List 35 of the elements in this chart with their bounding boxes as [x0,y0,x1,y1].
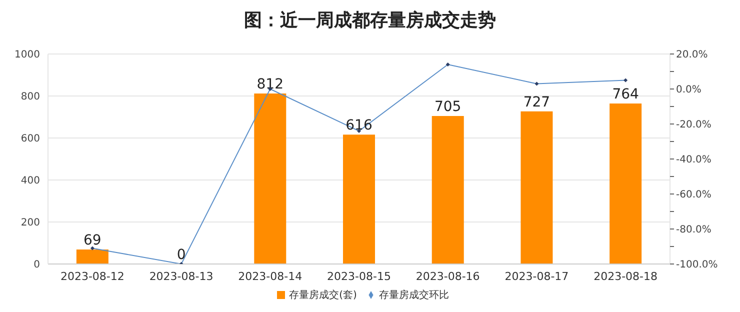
y-tick-label: 600 [20,134,40,145]
y-tick-label: 0 [34,260,40,271]
y-tick-label: 200 [20,218,40,229]
y-tick-label: 1000 [14,50,40,61]
data-label: 812 [256,76,284,92]
y-tick-label: 400 [20,176,40,187]
y-tick-label: 800 [20,92,40,103]
bar [610,104,642,264]
bar [520,111,553,264]
y2-tick-label: -100.0% [676,260,718,271]
x-tick-label: 2023-08-16 [416,270,480,283]
y2-tick-label: -20.0% [676,120,712,131]
x-tick-label: 2023-08-18 [594,270,658,283]
chart-title: 图：近一周成都存量房成交走势 [243,9,497,33]
y2-tick-label: -80.0% [676,224,712,236]
data-label: 705 [434,98,462,115]
data-label: 727 [523,94,550,110]
legend-label: 存量房成交(套) [289,290,357,301]
y2-tick-label: -40.0% [676,154,712,166]
bar [76,250,108,264]
data-label: 0 [176,247,186,263]
y2-tick-label: -60.0% [676,190,712,201]
bar [254,93,286,264]
y2-tick-label: 0.0% [676,84,702,96]
x-tick-label: 2023-08-17 [504,270,569,283]
bar [343,134,376,264]
legend-label: 存量房成交环比 [378,290,449,301]
bar [432,116,464,264]
x-tick-label: 2023-08-12 [60,270,124,283]
y2-tick-label: 20.0% [676,50,708,61]
data-label: 69 [84,232,102,249]
x-tick-label: 2023-08-13 [149,270,214,283]
data-label: 764 [612,86,640,103]
x-tick-label: 2023-08-14 [238,270,302,283]
x-tick-label: 2023-08-15 [327,270,391,283]
